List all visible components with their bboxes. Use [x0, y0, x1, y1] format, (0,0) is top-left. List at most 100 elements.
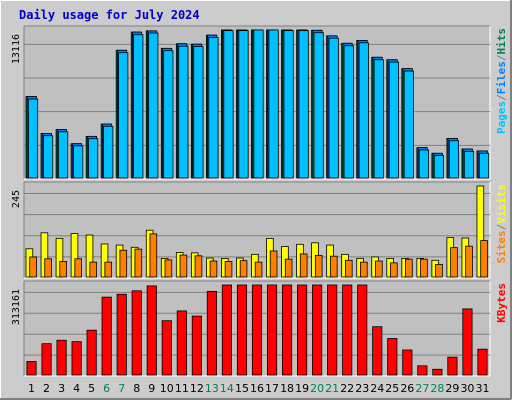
- bar-sites-day-10: [164, 259, 173, 278]
- chart-title: Daily usage for July 2024: [19, 8, 200, 22]
- panel-visits-sites: 245 Sites/Visits: [11, 181, 508, 279]
- legend-entry: /: [495, 54, 508, 61]
- bar-kbytes-day-24: [372, 326, 383, 376]
- y-max-label: 313161: [11, 289, 22, 325]
- bar-pages-day-7: [118, 52, 129, 179]
- bar-sites-day-20: [314, 255, 323, 278]
- bar-kbytes-day-30: [462, 308, 473, 376]
- legend-entry: KBytes: [495, 283, 508, 323]
- bar-kbytes-day-9: [146, 285, 157, 376]
- bar-kbytes-day-19: [297, 284, 308, 376]
- bar-kbytes-day-4: [71, 341, 82, 376]
- legend-entry: Pages: [495, 101, 508, 134]
- x-tick-label-day-29: 29: [445, 382, 459, 395]
- bar-kbytes-day-8: [131, 290, 142, 376]
- bar-kbytes-day-21: [327, 284, 338, 376]
- x-tick-label-day-2: 2: [43, 382, 50, 395]
- bar-kbytes-day-17: [266, 284, 278, 376]
- bar-kbytes-day-2: [41, 343, 52, 376]
- legend: Sites/Visits: [495, 184, 508, 264]
- x-tick-label-day-13: 13: [205, 382, 219, 395]
- bar-pages-day-9: [148, 32, 159, 179]
- bar-sites-day-13: [209, 260, 218, 278]
- bar-kbytes-day-31: [477, 348, 488, 376]
- legend-entry: Hits: [495, 28, 508, 55]
- bar-pages-day-21: [328, 37, 339, 179]
- bar-pages-day-26: [403, 70, 414, 179]
- bar-kbytes-day-22: [342, 284, 353, 376]
- bar-pages-day-27: [418, 149, 429, 179]
- legend: Pages/Files/Hits: [495, 28, 508, 134]
- bar-pages-day-30: [463, 150, 475, 179]
- bar-sites-day-19: [299, 253, 308, 278]
- bar-kbytes-day-27: [417, 365, 428, 376]
- x-tick-label-day-8: 8: [133, 382, 140, 395]
- bar-kbytes-day-28: [432, 368, 443, 376]
- legend-entry: Files: [495, 61, 508, 94]
- bar-sites-day-22: [344, 259, 353, 278]
- bar-sites-day-2: [44, 258, 52, 278]
- x-tick-label-day-25: 25: [385, 382, 399, 395]
- bar-kbytes-day-11: [176, 310, 187, 376]
- bar-sites-day-15: [239, 260, 248, 278]
- bar-kbytes-day-15: [236, 284, 248, 376]
- bar-sites-day-27: [420, 258, 428, 278]
- x-tick-label-day-20: 20: [310, 382, 324, 395]
- chart-panels: 13116Pages/Files/Hits245Sites/Visits3131…: [11, 25, 508, 377]
- bar-sites-day-6: [104, 261, 113, 278]
- bar-kbytes-day-29: [447, 356, 458, 376]
- bar-sites-day-18: [284, 258, 293, 278]
- bar-sites-day-5: [89, 261, 98, 278]
- bar-pages-day-6: [103, 125, 114, 179]
- x-tick-label-day-9: 9: [148, 382, 155, 395]
- bar-sites-day-7: [119, 249, 128, 278]
- bar-kbytes-day-26: [402, 349, 413, 376]
- bar-kbytes-day-16: [251, 284, 263, 376]
- x-tick-label-day-11: 11: [175, 382, 189, 395]
- bar-sites-day-14: [224, 260, 233, 278]
- bar-sites-day-11: [179, 254, 188, 278]
- bar-sites-day-28: [435, 263, 443, 278]
- bar-pages-day-16: [253, 29, 264, 179]
- bar-pages-day-10: [163, 50, 174, 179]
- x-tick-label-day-5: 5: [88, 382, 95, 395]
- legend: KBytes: [495, 283, 508, 323]
- bar-pages-day-14: [223, 30, 234, 179]
- y-max-label: 13116: [11, 34, 22, 64]
- legend-entry: Visits: [495, 184, 508, 224]
- x-tick-label-day-15: 15: [235, 382, 249, 395]
- bar-sites-day-17: [269, 250, 278, 278]
- x-tick-label-day-12: 12: [190, 382, 204, 395]
- series-kbytes: [26, 284, 488, 376]
- x-tick-label-day-7: 7: [118, 382, 125, 395]
- bar-kbytes-day-14: [221, 284, 232, 376]
- x-tick-label-day-21: 21: [325, 382, 339, 395]
- x-tick-label-day-22: 22: [340, 382, 354, 395]
- bar-pages-day-31: [478, 152, 490, 179]
- bar-pages-day-11: [178, 45, 189, 179]
- bar-kbytes-day-6: [101, 296, 112, 376]
- x-axis-labels: 1 2 3 4 5 6 7 8 9 10 11 12 13 14 15 16 17 18 19 20 21 22 23 24 2…: [28, 382, 489, 395]
- bar-pages-day-29: [448, 140, 460, 179]
- bar-pages-day-8: [133, 34, 144, 179]
- bar-pages-day-3: [58, 131, 69, 179]
- bar-pages-day-5: [88, 138, 99, 179]
- bar-pages-day-18: [283, 30, 294, 179]
- bar-kbytes-day-10: [161, 320, 172, 376]
- x-tick-label-day-28: 28: [430, 382, 444, 395]
- bar-kbytes-day-20: [312, 284, 323, 376]
- bar-sites-day-12: [194, 255, 203, 278]
- bar-kbytes-day-13: [206, 290, 217, 376]
- x-tick-label-day-30: 30: [460, 382, 474, 395]
- bar-sites-day-23: [360, 261, 368, 278]
- bar-pages-day-23: [358, 42, 369, 179]
- x-tick-label-day-24: 24: [370, 382, 384, 395]
- bar-pages-day-17: [268, 29, 279, 179]
- bar-kbytes-day-18: [282, 284, 293, 376]
- x-tick-label-day-1: 1: [28, 382, 35, 395]
- bar-pages-day-2: [43, 135, 54, 179]
- bar-sites-day-4: [74, 258, 82, 278]
- bar-pages-day-4: [73, 145, 84, 179]
- bar-kbytes-day-12: [191, 315, 202, 376]
